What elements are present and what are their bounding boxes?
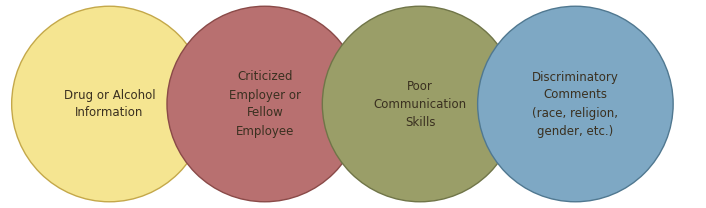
Ellipse shape — [478, 6, 673, 202]
Ellipse shape — [323, 6, 517, 202]
Ellipse shape — [12, 6, 207, 202]
Text: Discriminatory
Comments
(race, religion,
gender, etc.): Discriminatory Comments (race, religion,… — [532, 71, 619, 137]
Text: Poor
Communication
Skills: Poor Communication Skills — [373, 79, 467, 129]
Text: Criticized
Employer or
Fellow
Employee: Criticized Employer or Fellow Employee — [229, 71, 301, 137]
Text: Drug or Alcohol
Information: Drug or Alcohol Information — [64, 88, 155, 120]
Ellipse shape — [167, 6, 362, 202]
